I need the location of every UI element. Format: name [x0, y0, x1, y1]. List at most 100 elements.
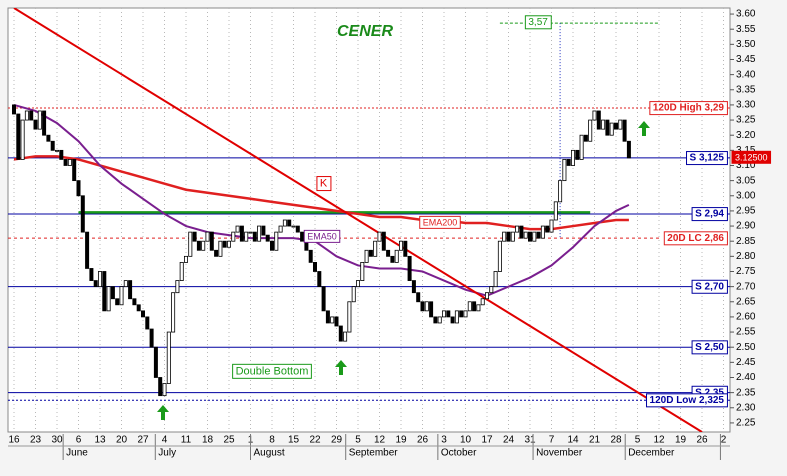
candle: [248, 231, 253, 234]
candle: [381, 231, 386, 251]
x-tick-label: 14: [567, 435, 579, 446]
candle: [226, 240, 231, 248]
candle: [244, 231, 249, 242]
candle: [553, 201, 558, 221]
x-tick-label: 12: [374, 435, 386, 446]
candle: [459, 310, 464, 318]
candle: [136, 304, 141, 312]
label-box: [691, 279, 728, 294]
candle: [601, 119, 606, 130]
candle: [463, 310, 468, 318]
candle: [308, 249, 313, 263]
candle: [153, 346, 158, 378]
candle: [183, 255, 188, 263]
y-tick-label: 3.55: [736, 24, 756, 35]
candle: [252, 231, 257, 242]
candle: [368, 249, 373, 257]
candle: [282, 219, 287, 227]
candle: [205, 231, 210, 242]
candle: [377, 231, 382, 242]
candle: [218, 240, 223, 257]
candle: [360, 261, 365, 281]
month-label: June: [66, 448, 88, 459]
x-tick-label: 29: [331, 435, 343, 446]
candle: [128, 280, 133, 300]
candle: [158, 377, 163, 397]
x-tick-label: 26: [696, 435, 708, 446]
candle: [76, 180, 81, 197]
candle: [257, 225, 262, 242]
candle: [80, 195, 85, 233]
series-label: EMA50: [307, 231, 337, 241]
candle: [295, 225, 300, 233]
ema-line: [13, 155, 629, 231]
candle: [506, 231, 511, 242]
candle: [132, 298, 137, 306]
candle: [510, 231, 515, 242]
x-tick-label: 4: [162, 435, 168, 446]
candle: [575, 149, 580, 160]
candle: [46, 134, 51, 142]
candle: [549, 219, 554, 233]
candle: [364, 249, 369, 263]
candle: [209, 231, 214, 251]
label-box: [731, 150, 772, 164]
candle: [106, 286, 111, 312]
candle: [411, 280, 416, 294]
candle: [450, 316, 455, 324]
candle: [441, 310, 446, 318]
candle: [72, 159, 77, 182]
candle: [558, 180, 563, 203]
series-label: EMA200: [423, 217, 458, 227]
candle: [59, 149, 64, 160]
label-box: [524, 15, 552, 30]
month-label: November: [536, 448, 583, 459]
y-tick-label: 2.35: [736, 387, 756, 398]
month-label: August: [254, 448, 285, 459]
label-box: [303, 229, 341, 243]
y-tick-label: 3.25: [736, 115, 756, 126]
x-tick-label: 6: [76, 435, 82, 446]
candle: [33, 119, 38, 130]
candle: [85, 231, 90, 269]
candle: [562, 159, 567, 182]
candle: [300, 231, 305, 242]
candle: [239, 225, 244, 242]
candle: [55, 149, 60, 152]
candle: [519, 225, 524, 239]
x-tick-label: 13: [94, 435, 106, 446]
level-label: 20D LC 2,86: [667, 233, 724, 244]
candle: [317, 271, 322, 288]
candle: [312, 261, 317, 272]
y-tick-label: 3.40: [736, 69, 756, 80]
x-tick-label: 24: [503, 435, 515, 446]
candle: [390, 255, 395, 263]
candle: [532, 231, 537, 242]
x-tick-label: 20: [116, 435, 128, 446]
y-tick-label: 3.60: [736, 9, 756, 20]
candle: [98, 271, 103, 288]
candle: [583, 134, 588, 142]
y-tick-label: 2.40: [736, 372, 756, 383]
y-tick-label: 3.50: [736, 39, 756, 50]
candle: [398, 240, 403, 251]
peak-label: 3,57: [528, 17, 548, 28]
candle: [102, 271, 107, 312]
y-tick-label: 2.50: [736, 342, 756, 353]
x-tick-label: 10: [460, 435, 472, 446]
candle: [37, 110, 42, 130]
candle: [467, 301, 472, 312]
candle: [16, 113, 21, 160]
candle: [110, 286, 115, 300]
level-label: S 2,35: [695, 387, 724, 398]
candle: [626, 140, 631, 159]
candle: [609, 122, 614, 136]
x-tick-label: 5: [635, 435, 641, 446]
x-tick-label: 25: [223, 435, 235, 446]
y-tick-label: 3.00: [736, 190, 756, 201]
candle: [265, 234, 270, 242]
candle: [20, 119, 25, 160]
candle: [394, 249, 399, 263]
candle: [140, 310, 145, 318]
